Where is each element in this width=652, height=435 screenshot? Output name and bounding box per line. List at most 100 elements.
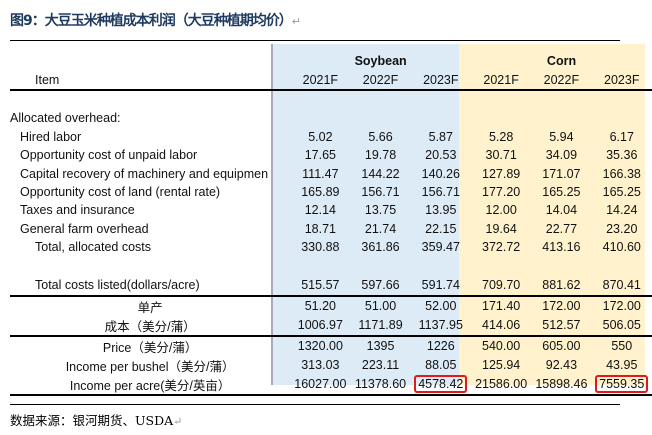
row-label: Opportunity cost of land (rental rate) [20, 184, 221, 199]
cell: 51.00 [350, 294, 411, 316]
row-label: Capital recovery of machinery and equipm… [20, 166, 269, 181]
table-row: General farm overhead 18.71 21.74 22.15 19.6… [10, 220, 652, 238]
row-label: Total costs listed(dollars/acre) [35, 278, 200, 293]
row-label: Income per acre(美分/英亩） [10, 374, 291, 396]
cell: 1006.97 [297, 318, 343, 333]
year-header: 2021F [290, 70, 351, 91]
cell: 18.71 [304, 221, 336, 236]
cell: 870.41 [602, 278, 641, 293]
cell: 125.94 [482, 358, 521, 373]
cell: 223.11 [361, 358, 400, 373]
cell: 506.05 [602, 318, 641, 333]
top-rule [10, 40, 620, 41]
cell: 605.00 [531, 334, 592, 356]
cell: 7559.35 [591, 374, 652, 396]
cell: 372.72 [482, 240, 521, 255]
cell: 30.71 [485, 148, 517, 163]
cell: 5.66 [368, 129, 393, 144]
table-row: Price（美分/蒲） 1320.00 1395 1226 540.00 605.00 55… [10, 334, 652, 356]
cell: 165.25 [602, 184, 641, 199]
cell: 20.53 [425, 148, 457, 163]
table-row: Taxes and insurance 12.14 13.75 13.95 12.00 1… [10, 201, 652, 219]
cell: 111.47 [302, 166, 339, 181]
cell: 361.86 [361, 240, 400, 255]
cell: 35.36 [606, 148, 638, 163]
cell: 19.78 [364, 148, 397, 163]
cell: 4578.42 [410, 374, 472, 396]
bottom-rule [10, 404, 620, 405]
cell: 1320.00 [290, 334, 351, 356]
cell: 171.40 [471, 294, 532, 316]
cell: 19.64 [485, 221, 517, 236]
year-header: 2021F [471, 70, 532, 91]
cell: 597.66 [361, 278, 400, 293]
cell: 21586.00 [471, 374, 532, 396]
group-soybean: Soybean [354, 54, 407, 69]
cell: 51.20 [290, 294, 351, 316]
soybean-bg [271, 44, 459, 385]
section-label: Allocated overhead: [10, 111, 121, 126]
cell: 166.38 [602, 166, 641, 181]
highlighted-value: 4578.42 [414, 375, 468, 394]
table-row: Opportunity cost of unpaid labor 17.65 19.… [10, 146, 652, 164]
cell: 156.71 [421, 184, 460, 199]
cell: 171.07 [542, 166, 581, 181]
table-row: Hired labor 5.02 5.66 5.87 5.28 5.94 6.17 [10, 128, 652, 146]
cell: 5.87 [428, 129, 453, 144]
cost-profit-table: Soybean Corn Item 2021F 2022F 2023F 2021F 202… [10, 52, 652, 396]
cell: 177.20 [482, 184, 521, 199]
cell: 22.77 [545, 221, 578, 236]
year-header: 2023F [591, 70, 652, 91]
cell: 540.00 [471, 334, 532, 356]
cell: 359.47 [421, 240, 460, 255]
cell: 5.94 [549, 129, 574, 144]
table-row: Income per bushel（美分/蒲） 313.03 223.11 88.05… [10, 356, 652, 375]
cell: 550 [591, 334, 652, 356]
row-label: Opportunity cost of unpaid labor [20, 148, 198, 163]
cell: 88.05 [425, 358, 457, 373]
cell: 12.14 [304, 203, 336, 218]
cell: 11378.60 [350, 374, 411, 396]
cell: 52.00 [410, 294, 472, 316]
figure-title: 图9：大豆玉米种植成本利润（大豆种植期均价）↵ [10, 13, 301, 29]
row-label: Total, allocated costs [35, 240, 152, 255]
cell: 15898.46 [531, 374, 592, 396]
cell: 881.62 [542, 278, 581, 293]
cell: 1226 [410, 334, 472, 356]
cell: 12.00 [485, 203, 517, 218]
table-row: Opportunity cost of land (rental rate) 16… [10, 183, 652, 201]
group-corn: Corn [546, 54, 577, 69]
cell: 330.88 [301, 240, 340, 255]
cell: 13.95 [425, 203, 457, 218]
cell: 14.04 [545, 203, 578, 218]
cell: 22.15 [425, 221, 457, 236]
cell: 512.57 [542, 318, 581, 333]
table-row: 成本（美分/蒲） 1006.97 1171.89 1137.95 414.06 512.5… [10, 316, 652, 336]
cell: 92.43 [545, 358, 578, 373]
header-item: Item [10, 70, 291, 91]
cell: 5.02 [308, 129, 333, 144]
cell: 144.22 [361, 166, 400, 181]
cell: 1171.89 [358, 318, 403, 333]
cell: 13.75 [364, 203, 397, 218]
cell: 14.24 [606, 203, 638, 218]
cell: 1137.95 [418, 318, 463, 333]
cell: 34.09 [545, 148, 578, 163]
cell: 709.70 [482, 278, 521, 293]
corn-bg [459, 44, 645, 385]
cell: 43.95 [606, 358, 638, 373]
row-label: Price（美分/蒲） [10, 334, 291, 356]
cell: 156.71 [361, 184, 400, 199]
year-header: 2022F [350, 70, 411, 91]
cell: 313.03 [301, 358, 340, 373]
cell: 515.57 [301, 278, 340, 293]
row-label: 成本（美分/蒲） [104, 319, 196, 334]
cell: 172.00 [531, 294, 592, 316]
cell: 140.26 [421, 166, 460, 181]
year-header: 2022F [531, 70, 592, 91]
cell: 165.25 [542, 184, 581, 199]
cell: 591.74 [421, 278, 460, 293]
table-row: Total costs listed(dollars/acre) 515.57 59… [10, 276, 652, 295]
row-label: General farm overhead [20, 221, 149, 236]
row-label: Taxes and insurance [20, 203, 135, 218]
